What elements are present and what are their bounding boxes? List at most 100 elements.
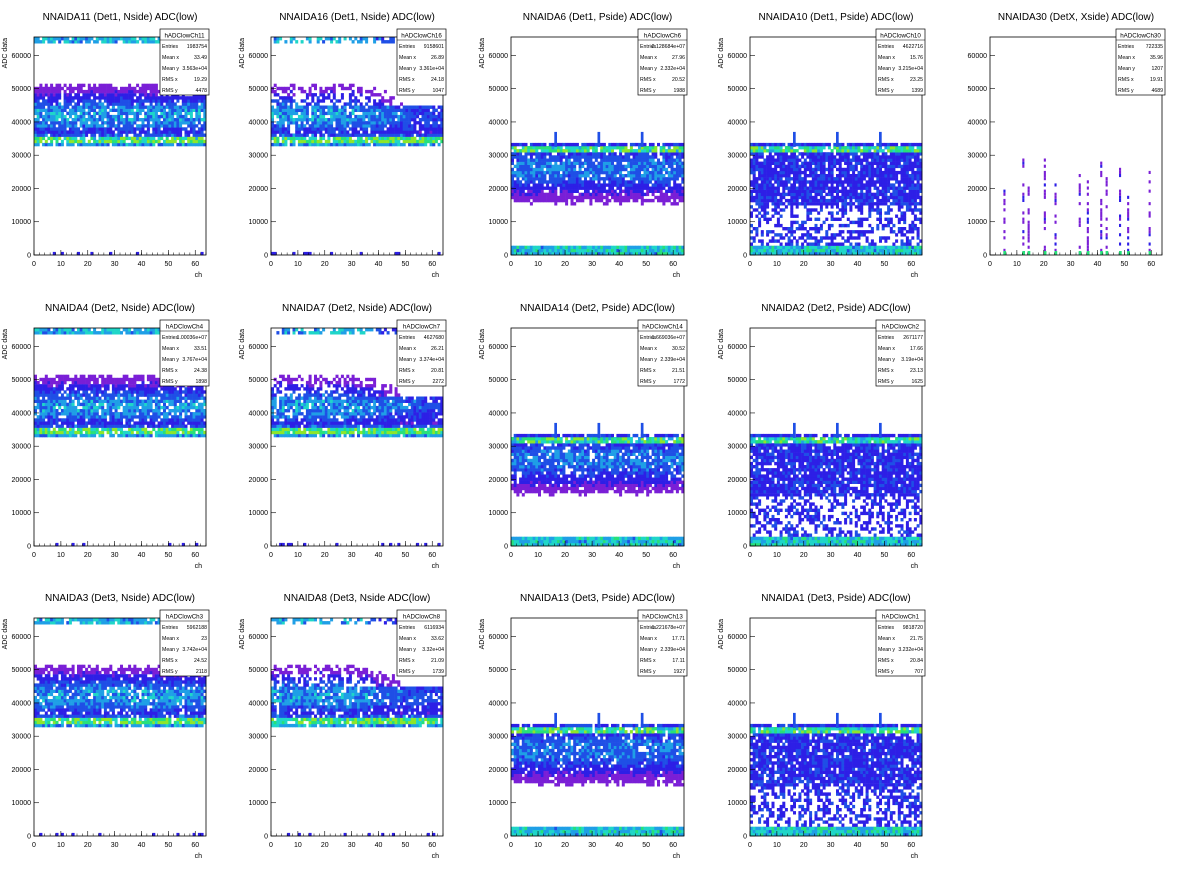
x-tick-label: 20 (800, 842, 808, 849)
x-axis-label: ch (432, 563, 440, 570)
stats-value: 1.669036e+07 (652, 335, 685, 341)
x-tick-label: 10 (534, 842, 542, 849)
y-tick-label: 20000 (728, 767, 748, 774)
stats-value: 9158601 (424, 44, 444, 50)
stats-label: RMS x (640, 77, 656, 83)
y-tick-label: 0 (504, 834, 508, 841)
y-tick-label: 30000 (12, 444, 32, 451)
stats-box: hADClowCh3 Entries 5962188 Mean x 23 Mean y 3.… (159, 609, 210, 677)
x-tick-label: 60 (669, 842, 677, 849)
x-tick-label: 50 (164, 842, 172, 849)
panel-11: NNAIDA13 (Det3, Pside) ADC(low) 0 10 20 30 40… (479, 593, 688, 860)
stats-value: 23.13 (910, 368, 923, 374)
stats-label: Mean x (878, 636, 895, 642)
y-tick-label: 10000 (12, 219, 32, 226)
stats-name: hADClowCh11 (164, 33, 205, 40)
x-tick-label: 60 (907, 261, 915, 268)
x-tick-label: 50 (164, 552, 172, 559)
x-tick-label: 0 (988, 261, 992, 268)
y-tick-label: 40000 (12, 119, 32, 126)
y-axis-label: ADC data (239, 329, 246, 359)
stats-name: hADClowCh2 (882, 324, 920, 331)
stats-box: hADClowCh7 Entries 4627680 Mean x 26.21 Mean … (396, 319, 447, 387)
y-tick-label: 30000 (249, 153, 269, 160)
stats-label: Mean y (399, 66, 416, 72)
y-tick-label: 20000 (12, 477, 32, 484)
y-axis-label: ADC data (2, 329, 9, 359)
x-tick-label: 20 (321, 552, 329, 559)
x-tick-label: 40 (138, 842, 146, 849)
x-tick-label: 30 (348, 552, 356, 559)
x-tick-label: 20 (1040, 261, 1048, 268)
y-tick-label: 60000 (249, 53, 269, 60)
y-tick-label: 0 (264, 544, 268, 551)
stats-label: Entries (399, 625, 416, 631)
stats-value: 3.563e+04 (182, 66, 207, 72)
stats-label: Entries (640, 44, 657, 50)
stats-label: Mean y (399, 357, 416, 363)
stats-value: 20.84 (910, 658, 923, 664)
stats-value: 1047 (432, 88, 444, 94)
x-tick-label: 30 (111, 842, 119, 849)
y-tick-label: 40000 (249, 700, 269, 707)
stats-value: 3.19e+04 (901, 357, 923, 363)
y-tick-label: 10000 (489, 510, 509, 517)
y-tick-label: 50000 (728, 86, 748, 93)
y-tick-label: 30000 (249, 734, 269, 741)
x-axis-label: ch (673, 563, 681, 570)
stats-value: 1898 (195, 379, 207, 385)
x-tick-label: 50 (401, 842, 409, 849)
stats-value: 21.51 (672, 368, 685, 374)
stats-label: Mean x (399, 346, 416, 352)
y-tick-label: 30000 (12, 734, 32, 741)
stats-value: 3.767e+04 (182, 357, 207, 363)
stats-value: 35.96 (1150, 55, 1163, 61)
panel-title: NNAIDA10 (Det1, Pside) ADC(low) (758, 12, 913, 23)
y-tick-label: 0 (983, 253, 987, 260)
stats-value: 707 (914, 669, 923, 675)
y-tick-label: 50000 (249, 667, 269, 674)
x-tick-label: 50 (880, 552, 888, 559)
stats-name: hADClowCh16 (401, 33, 442, 40)
x-tick-label: 30 (588, 842, 596, 849)
x-tick-label: 30 (111, 261, 119, 268)
y-tick-label: 60000 (489, 344, 509, 351)
density-cells (511, 422, 685, 547)
y-tick-label: 60000 (249, 634, 269, 641)
x-tick-label: 20 (321, 842, 329, 849)
stats-label: Mean x (640, 55, 657, 61)
x-tick-label: 0 (748, 842, 752, 849)
stats-value: 2.339e+04 (660, 357, 685, 363)
stats-value: 1772 (673, 379, 685, 385)
y-tick-label: 40000 (12, 410, 32, 417)
y-tick-label: 40000 (249, 119, 269, 126)
x-tick-label: 10 (773, 552, 781, 559)
panel-9: NNAIDA3 (Det3, Nside) ADC(low) 0 10 20 30 40 5… (2, 593, 210, 860)
stats-value: 1983754 (187, 44, 207, 50)
density-cells (750, 131, 923, 256)
stats-value: 1625 (911, 379, 923, 385)
stats-label: RMS y (640, 88, 656, 94)
x-tick-label: 30 (348, 261, 356, 268)
x-tick-label: 50 (642, 842, 650, 849)
stats-label: RMS x (640, 658, 656, 664)
y-tick-label: 20000 (489, 477, 509, 484)
stats-value: 17.11 (672, 658, 685, 664)
panel-7: NNAIDA14 (Det2, Pside) ADC(low) 0 10 20 30 40… (479, 303, 688, 570)
stats-label: Mean y (878, 66, 895, 72)
y-axis-label: ADC data (2, 38, 9, 68)
x-tick-label: 40 (854, 261, 862, 268)
stats-value: 33.49 (194, 55, 207, 61)
x-tick-label: 60 (191, 261, 199, 268)
y-tick-label: 40000 (968, 119, 988, 126)
x-tick-label: 50 (1120, 261, 1128, 268)
stats-label: RMS x (878, 368, 894, 374)
stats-value: 2.128684e+07 (652, 44, 685, 50)
stats-value: 24.38 (194, 368, 207, 374)
x-tick-label: 60 (428, 552, 436, 559)
stats-value: 1927 (673, 669, 685, 675)
stats-label: RMS x (878, 658, 894, 664)
density-cells (271, 618, 444, 837)
stats-value: 3.361e+04 (419, 66, 444, 72)
